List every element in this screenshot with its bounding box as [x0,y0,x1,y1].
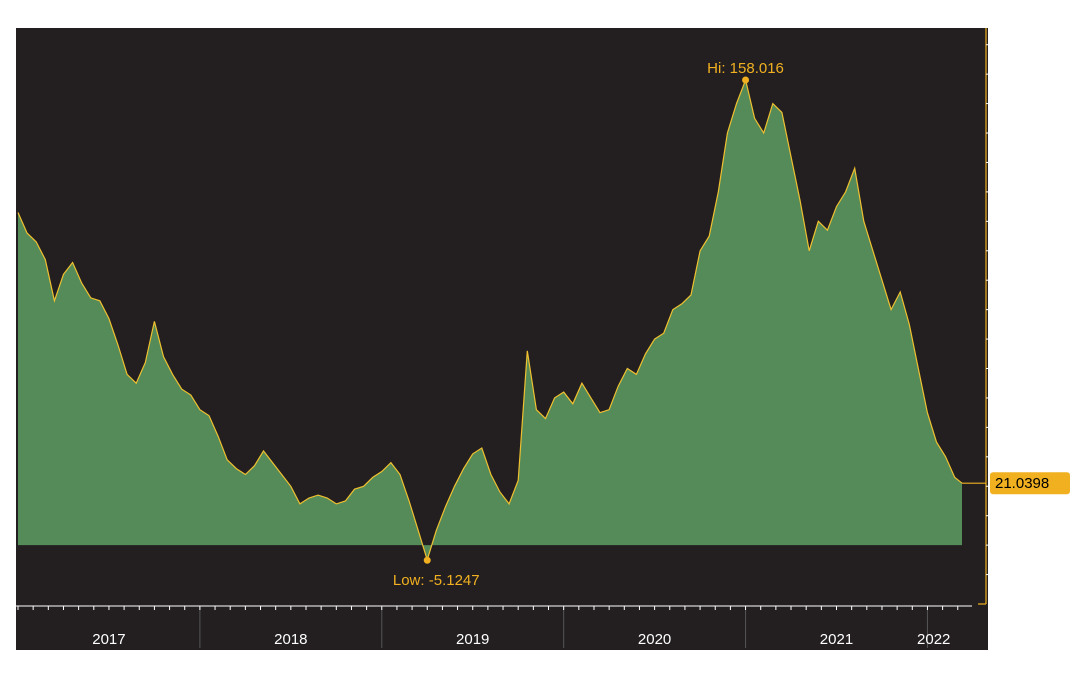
series-line [17,77,963,562]
year-label: 2017 [92,631,125,648]
year-label: 2022 [917,631,950,648]
y-tick-label: 0 [992,537,1000,554]
high-marker [742,76,750,84]
y-axis: 020406080100120140160 [978,28,1017,605]
year-label: 2019 [456,631,489,648]
x-axis: 2017 2018 2019 2020 2021 2022 [16,605,972,648]
y-tick-label: 100 [992,243,1017,260]
series-area-fill [18,80,962,560]
last-value-badge [990,472,1070,495]
y-tick-label: 160 [992,66,1017,83]
low-marker [423,556,431,564]
y-tick-label: 120 [992,184,1017,201]
year-label: 2018 [274,631,307,648]
y-tick-label: 80 [992,302,1009,319]
high-label: Hi: 158.016 [707,60,784,77]
annotations: Hi: 158.016 Low: -5.1247 21.0398 [393,60,1070,589]
area-layer [17,77,963,562]
last-value-label: 21.0398 [995,475,1049,492]
low-label: Low: -5.1247 [393,572,480,589]
y-tick-label: 40 [992,419,1009,436]
y-tick-label: 60 [992,361,1009,378]
y-tick-label: 140 [992,125,1017,142]
year-label: 2020 [638,631,671,648]
year-label: 2021 [820,631,853,648]
